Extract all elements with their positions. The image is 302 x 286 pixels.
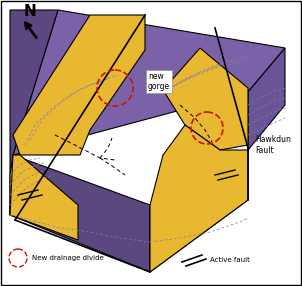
Polygon shape xyxy=(13,15,145,155)
Text: Hawkdun
Fault: Hawkdun Fault xyxy=(255,135,291,155)
Polygon shape xyxy=(10,155,20,215)
Polygon shape xyxy=(10,155,150,272)
Text: New drainage divide: New drainage divide xyxy=(32,255,104,261)
Polygon shape xyxy=(10,10,58,215)
Text: Active fault: Active fault xyxy=(210,257,250,263)
Text: N: N xyxy=(24,5,36,19)
Text: new
gorge: new gorge xyxy=(148,72,170,92)
Polygon shape xyxy=(163,48,248,150)
Polygon shape xyxy=(13,10,285,155)
Polygon shape xyxy=(248,48,285,150)
Polygon shape xyxy=(150,150,248,272)
Polygon shape xyxy=(10,155,78,240)
Polygon shape xyxy=(150,125,248,272)
